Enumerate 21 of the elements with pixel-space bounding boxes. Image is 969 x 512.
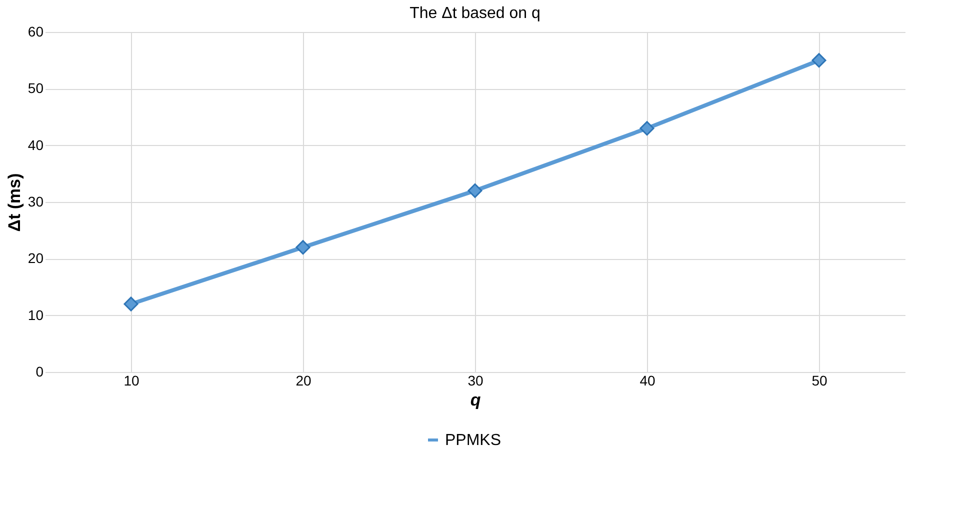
y-tick-label: 20	[28, 250, 44, 266]
x-tick-label: 20	[296, 372, 312, 388]
x-axis-title: q	[470, 390, 482, 410]
point	[468, 183, 482, 198]
y-tick-label: 30	[28, 194, 44, 210]
y-tick-label: 40	[28, 136, 44, 153]
point	[296, 240, 310, 255]
chart-title: The Δt based on q	[410, 5, 540, 22]
y-tick-label: 10	[28, 306, 44, 323]
x-tick-label: 30	[468, 372, 484, 388]
y-tick-label: 0	[36, 364, 44, 380]
y-tick-label: 60	[28, 24, 44, 40]
point	[124, 296, 138, 312]
point	[640, 121, 654, 136]
legend-label: PPMKS	[445, 432, 502, 449]
y-axis-title: Δt (ms)	[4, 173, 24, 232]
point	[812, 53, 826, 68]
x-tick-label: 10	[124, 372, 140, 388]
x-tick-label: 50	[812, 372, 828, 388]
x-tick-label: 40	[640, 372, 656, 388]
y-tick-label: 50	[28, 80, 44, 96]
